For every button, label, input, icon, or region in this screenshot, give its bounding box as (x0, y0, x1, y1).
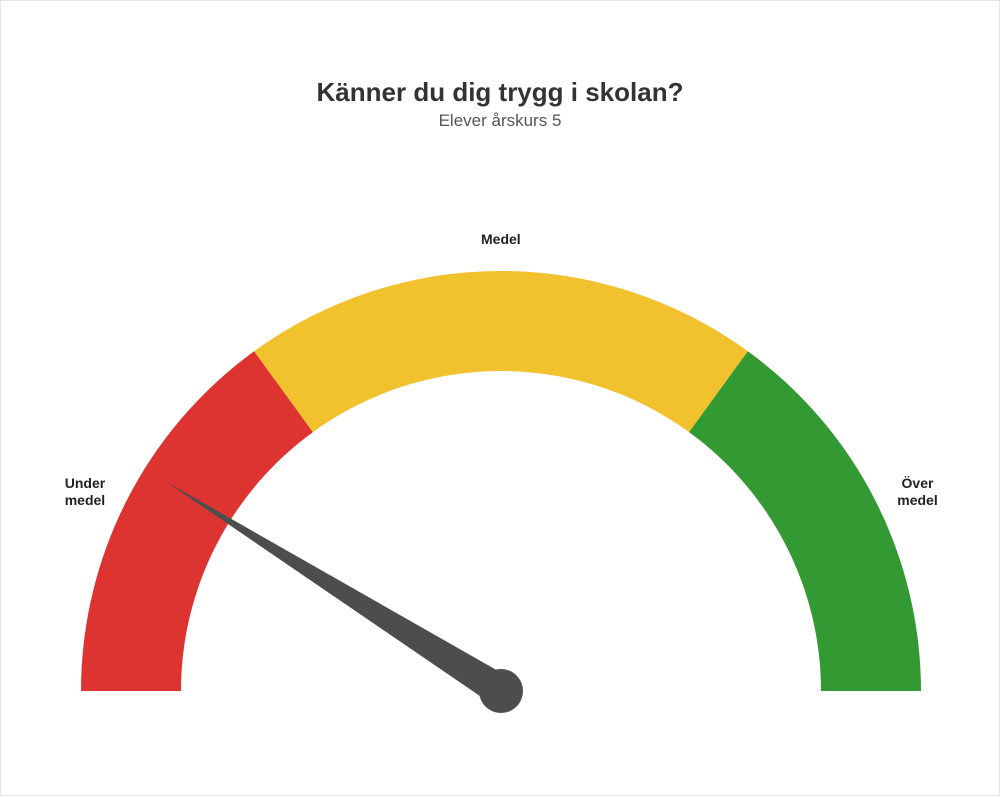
gauge-needle (166, 482, 509, 705)
gauge-segment-1 (254, 271, 748, 432)
chart-frame: Känner du dig trygg i skolan? Elever års… (0, 0, 1000, 796)
gauge-segment-label-2: Över medel (897, 475, 937, 510)
gauge-segment-2 (689, 351, 921, 691)
gauge-segment-label-0: Under medel (65, 475, 105, 510)
gauge-segment-0 (81, 351, 313, 691)
gauge-chart (1, 1, 1000, 797)
gauge-segment-label-1: Medel (481, 231, 521, 249)
gauge-hub (479, 669, 523, 713)
